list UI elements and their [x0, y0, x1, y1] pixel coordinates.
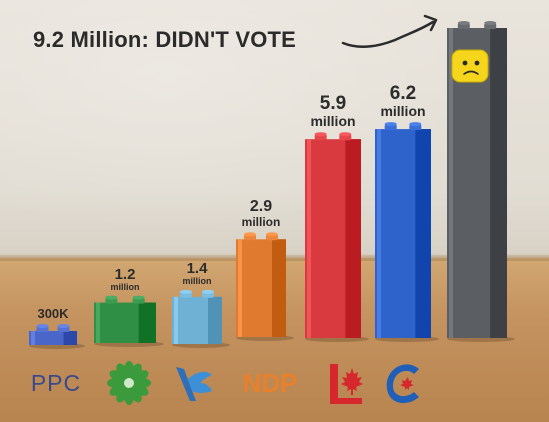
ppc-logo-text: PPC	[30, 369, 82, 396]
data-label-value: 5.9	[319, 92, 347, 114]
arrow-icon	[341, 14, 438, 48]
data-label-ppc: 300K	[37, 307, 68, 321]
bar-ppc	[29, 324, 85, 349]
data-label-value: 1.2	[114, 265, 136, 283]
data-label-unit: million	[241, 215, 281, 230]
bloc-quebecois-icon	[170, 362, 218, 404]
data-label-bloc: 1.4 million	[183, 261, 212, 287]
green-party-flower-icon	[101, 361, 157, 405]
data-label-value: 300K	[37, 306, 69, 322]
conservative-c-icon	[379, 362, 429, 404]
data-label-value: 6.2	[389, 82, 417, 104]
data-label-unit: million	[110, 281, 140, 292]
bar-ndp	[236, 232, 294, 341]
data-label-unit: million	[182, 275, 212, 286]
data-label-liberal: 5.9 million	[310, 92, 356, 129]
data-label-ndp: 2.9 million	[241, 198, 281, 230]
data-label-unit: million	[380, 102, 426, 119]
ndp-logo: NDP	[229, 362, 311, 404]
bar-bloc	[172, 289, 230, 348]
ndp-logo-text: NDP	[242, 367, 298, 398]
data-label-value: 2.9	[249, 198, 273, 216]
liberal-maple-leaf-icon	[320, 362, 372, 404]
page-title: 9.2 Million: DIDN'T VOTE	[33, 27, 297, 52]
bar-liberal	[305, 132, 369, 342]
bar-conservative	[375, 122, 439, 342]
bar-green	[94, 295, 164, 347]
data-label-unit: million	[310, 112, 356, 129]
sad-lego-face-icon	[451, 49, 489, 83]
data-label-conservative: 6.2 million	[380, 82, 426, 119]
data-label-green: 1.2 million	[111, 267, 140, 293]
ppc-logo: PPC	[26, 362, 86, 404]
data-label-value: 1.4	[186, 260, 208, 278]
